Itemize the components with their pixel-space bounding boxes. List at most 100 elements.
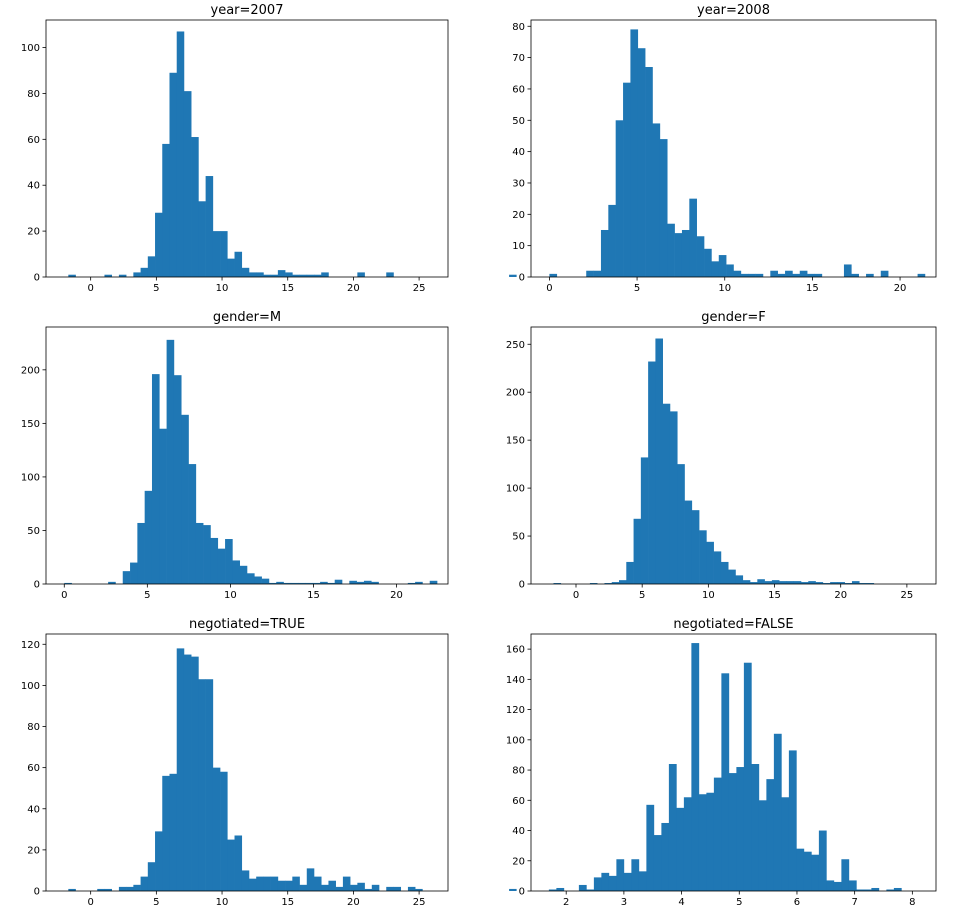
axes-frame xyxy=(45,326,449,585)
histogram-bar xyxy=(645,67,653,277)
y-tick-label: 250 xyxy=(506,340,525,351)
histogram-bar xyxy=(195,522,204,584)
histogram-bar xyxy=(314,876,322,891)
x-tick-label: 0 xyxy=(61,590,67,601)
y-tick-label: 50 xyxy=(512,532,525,543)
histogram-bar xyxy=(866,273,874,277)
histogram-bar xyxy=(220,231,228,277)
x-tick-label: 5 xyxy=(639,590,645,601)
histogram-bar xyxy=(792,273,801,277)
y-tick-label: 50 xyxy=(27,526,40,537)
y-tick-label: 0 xyxy=(34,580,40,591)
x-tick-label: 15 xyxy=(281,897,294,908)
histogram-bar xyxy=(509,888,517,891)
histogram-bar xyxy=(893,887,902,891)
histogram-bar xyxy=(173,375,182,584)
histogram-bar xyxy=(751,764,760,891)
histogram-bar xyxy=(306,868,315,891)
histogram-bar xyxy=(833,881,842,891)
histogram-bar xyxy=(130,562,138,584)
y-tick-label: 50 xyxy=(512,116,525,127)
histogram-bar xyxy=(183,654,192,891)
histogram-bar xyxy=(811,854,820,891)
histogram-bar xyxy=(97,888,105,891)
histogram-bar xyxy=(212,767,221,891)
x-tick-label: 5 xyxy=(153,283,159,294)
y-tick-label: 20 xyxy=(512,856,525,867)
histogram-bar xyxy=(263,274,271,277)
histogram-bar xyxy=(604,583,613,584)
y-tick-label: 40 xyxy=(512,147,525,158)
histogram-bar xyxy=(234,835,243,891)
histogram-bar xyxy=(357,882,365,891)
y-tick-label: 80 xyxy=(512,766,525,777)
histogram-bar xyxy=(773,733,782,891)
histogram-bar xyxy=(429,580,438,584)
histogram-bar xyxy=(277,880,286,891)
x-tick-label: 0 xyxy=(546,283,552,294)
histogram-bar xyxy=(681,229,690,277)
histogram-bar xyxy=(803,851,812,891)
histogram-bar xyxy=(270,274,279,277)
histogram-bar xyxy=(321,884,329,891)
histogram-bar xyxy=(871,887,880,891)
x-tick-label: 20 xyxy=(390,590,403,601)
y-tick-label: 20 xyxy=(27,845,40,856)
histogram-bar xyxy=(713,551,722,584)
histogram-bar xyxy=(785,270,793,277)
histogram-bar xyxy=(623,82,631,278)
histogram-bar xyxy=(766,779,775,891)
x-tick-label: 0 xyxy=(87,897,93,908)
histogram-bar xyxy=(777,273,786,277)
histogram-bar xyxy=(586,889,595,891)
y-tick-label: 70 xyxy=(512,53,525,64)
histogram-bar xyxy=(363,580,372,584)
histogram-bar xyxy=(241,870,250,891)
histogram-bar xyxy=(342,876,351,891)
y-tick-label: 60 xyxy=(512,796,525,807)
histogram-bar xyxy=(691,643,700,891)
histogram-bar xyxy=(306,274,315,277)
histogram-bar xyxy=(822,583,831,584)
histogram-bar xyxy=(285,880,293,891)
y-tick-label: 150 xyxy=(21,419,40,430)
histogram-bar xyxy=(144,490,153,584)
histogram-bar xyxy=(371,884,380,891)
y-tick-label: 0 xyxy=(519,273,525,284)
histogram-bar xyxy=(851,581,860,584)
x-tick-label: 10 xyxy=(216,897,229,908)
histogram-bar xyxy=(108,581,116,584)
histogram-bar xyxy=(818,830,827,891)
histogram-bar xyxy=(668,764,677,891)
y-tick-label: 20 xyxy=(512,210,525,221)
histogram-bar xyxy=(616,859,625,891)
histogram-bar xyxy=(640,457,649,584)
x-tick-label: 3 xyxy=(621,897,627,908)
y-tick-label: 80 xyxy=(512,22,525,33)
histogram-bar xyxy=(674,233,683,277)
histogram-bar xyxy=(290,582,299,584)
y-tick-label: 30 xyxy=(512,178,525,189)
histogram-bar xyxy=(593,270,602,277)
axes-frame xyxy=(530,19,937,278)
histogram-bar xyxy=(283,582,292,584)
histogram-bar xyxy=(305,582,314,584)
x-tick-label: 15 xyxy=(806,283,819,294)
y-tick-label: 0 xyxy=(34,887,40,898)
histogram-bar xyxy=(118,274,127,277)
y-tick-label: 20 xyxy=(27,227,40,238)
histogram-bar xyxy=(191,137,199,277)
histogram-bar xyxy=(652,123,661,278)
histogram-bar xyxy=(509,274,517,277)
histogram-bar xyxy=(689,198,697,277)
histogram-bar xyxy=(133,272,141,277)
histogram-bar xyxy=(863,889,872,891)
histogram-bar xyxy=(593,877,602,891)
histogram-bar xyxy=(166,339,175,584)
histogram-bar xyxy=(830,582,838,584)
histogram-bar xyxy=(814,273,823,277)
y-tick-label: 160 xyxy=(506,645,525,656)
histogram-bar xyxy=(851,273,859,277)
histogram-bar xyxy=(740,273,749,277)
